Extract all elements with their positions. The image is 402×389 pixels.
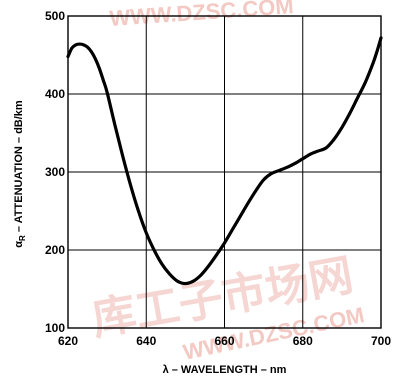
x-tick-label-620: 620 [58, 334, 78, 348]
series-layer [66, 36, 383, 286]
series-line-0 [66, 36, 383, 286]
x-tick-label-660: 660 [214, 334, 234, 348]
x-tick-label-700: 700 [371, 334, 391, 348]
x-tick-label-680: 680 [293, 334, 313, 348]
grid [68, 16, 381, 328]
y-tick-label-400: 400 [45, 87, 65, 101]
y-tick-label-100: 100 [45, 321, 65, 335]
y-axis-title-main: α [13, 241, 25, 248]
x-tick-label-640: 640 [136, 334, 156, 348]
y-axis-title-rest: – ATTENUATION – dB/km [13, 100, 25, 235]
plot-frame [67, 15, 382, 329]
y-tick-label-200: 200 [45, 243, 65, 257]
y-axis-title-subscript: R [18, 235, 27, 241]
x-axis-title: λ – WAVELENGTH – nm [163, 364, 287, 376]
y-tick-label-500: 500 [45, 9, 65, 23]
y-tick-label-300: 300 [45, 165, 65, 179]
y-axis-title: αR – ATTENUATION – dB/km [13, 100, 27, 248]
tick-labels: 620 640 660 680 700 100 200 300 400 500 [45, 9, 391, 348]
